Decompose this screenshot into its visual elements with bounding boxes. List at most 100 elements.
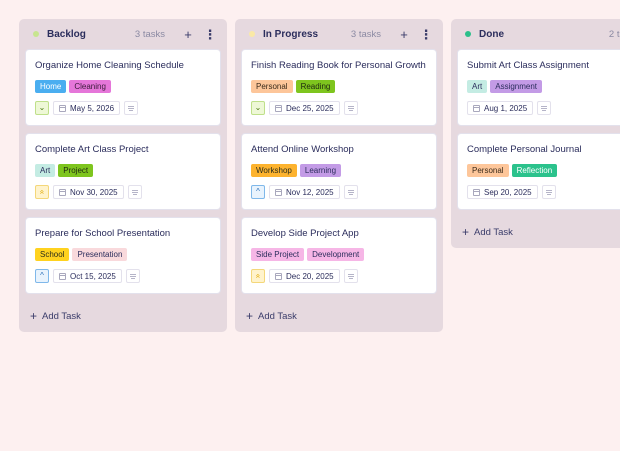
add-task-button[interactable]: + Add Task (241, 301, 437, 324)
calendar-icon (275, 188, 282, 196)
task-card[interactable]: Prepare for School Presentation School P… (25, 217, 221, 294)
tag: Workshop (251, 164, 297, 177)
priority-high-double-chevron-up-icon[interactable]: » (35, 185, 49, 199)
plus-icon: + (30, 309, 38, 323)
calendar-icon (59, 272, 66, 280)
notes-icon[interactable] (343, 269, 358, 283)
due-date-text: Dec 20, 2025 (286, 271, 334, 281)
plus-icon[interactable]: + (400, 26, 408, 42)
calendar-icon (473, 104, 480, 112)
priority-medium-chevron-up-icon[interactable]: ^ (35, 269, 49, 283)
column-in-progress: In Progress 3 tasks + ⋮ Finish Reading B… (235, 19, 443, 332)
notes-icon[interactable] (125, 269, 140, 283)
due-date-text: May 5, 2026 (70, 103, 115, 113)
task-meta: ⌄ May 5, 2026 (35, 101, 211, 115)
status-dot-icon (249, 31, 255, 37)
tag: Personal (467, 164, 509, 177)
calendar-icon (275, 104, 282, 112)
task-title: Complete Personal Journal (467, 144, 582, 155)
due-date[interactable]: Dec 25, 2025 (269, 101, 340, 115)
due-date[interactable]: Sep 20, 2025 (467, 185, 538, 199)
task-title: Develop Side Project App (251, 228, 359, 239)
due-date-text: Nov 12, 2025 (286, 187, 334, 197)
tag: Side Project (251, 248, 305, 261)
column-done: Done 2 tasks Submit Art Class Assignment… (451, 19, 620, 248)
column-backlog: Backlog 3 tasks + ⋮ Organize Home Cleani… (19, 19, 227, 332)
task-title: Finish Reading Book for Personal Growth (251, 60, 426, 71)
column-title: Backlog (47, 28, 86, 40)
due-date[interactable]: Oct 15, 2025 (53, 269, 122, 283)
calendar-icon (473, 188, 480, 196)
task-card[interactable]: Complete Art Class Project Art Project »… (25, 133, 221, 210)
tag: Home (35, 80, 67, 93)
status-dot-icon (465, 31, 471, 37)
tag: Reading (295, 80, 336, 93)
add-task-label: Add Task (474, 226, 513, 238)
task-meta: ^ Oct 15, 2025 (35, 269, 211, 283)
task-title: Prepare for School Presentation (35, 228, 171, 239)
tag-list: Personal Reflection (467, 164, 620, 177)
tag: Personal (251, 80, 293, 93)
task-meta: ⌄ Dec 25, 2025 (251, 101, 427, 115)
task-count: 3 tasks (134, 28, 165, 40)
notes-icon[interactable] (127, 185, 142, 199)
tag-list: Art Assignment (467, 80, 620, 93)
due-date[interactable]: Nov 12, 2025 (269, 185, 340, 199)
add-task-button[interactable]: + Add Task (25, 301, 221, 324)
task-title: Attend Online Workshop (251, 144, 354, 155)
task-title: Submit Art Class Assignment (467, 60, 589, 71)
task-card[interactable]: Develop Side Project App Side Project De… (241, 217, 437, 294)
task-meta: ^ Nov 12, 2025 (251, 185, 427, 199)
due-date-text: Oct 15, 2025 (70, 271, 116, 281)
more-menu-icon[interactable]: ⋮ (203, 26, 217, 42)
task-count: 2 tasks (608, 28, 620, 40)
notes-icon[interactable] (541, 185, 556, 199)
task-card[interactable]: Submit Art Class Assignment Art Assignme… (457, 49, 620, 126)
notes-icon[interactable] (537, 101, 552, 115)
due-date[interactable]: Nov 30, 2025 (53, 185, 124, 199)
notes-icon[interactable] (343, 101, 358, 115)
task-title: Complete Art Class Project (35, 144, 149, 155)
plus-icon: + (462, 225, 470, 239)
notes-icon[interactable] (124, 101, 139, 115)
due-date[interactable]: May 5, 2026 (53, 101, 121, 115)
tag: School (35, 248, 70, 261)
priority-high-double-chevron-up-icon[interactable]: » (251, 269, 265, 283)
task-meta: Aug 1, 2025 (467, 101, 620, 115)
task-count: 3 tasks (350, 28, 381, 40)
task-meta: » Dec 20, 2025 (251, 269, 427, 283)
task-card[interactable]: Finish Reading Book for Personal Growth … (241, 49, 437, 126)
tag-list: Art Project (35, 164, 211, 177)
due-date-text: Nov 30, 2025 (70, 187, 118, 197)
tag: Assignment (490, 80, 543, 93)
plus-icon[interactable]: + (184, 26, 192, 42)
plus-icon: + (246, 309, 254, 323)
tag: Reflection (511, 164, 558, 177)
kanban-board: Backlog 3 tasks + ⋮ Organize Home Cleani… (19, 19, 620, 332)
notes-icon[interactable] (343, 185, 358, 199)
column-header: In Progress 3 tasks + ⋮ (241, 19, 437, 49)
tag-list: Side Project Development (251, 248, 427, 261)
more-menu-icon[interactable]: ⋮ (419, 26, 433, 42)
priority-low-chevron-down-icon[interactable]: ⌄ (251, 101, 265, 115)
tag: Presentation (72, 248, 128, 261)
calendar-icon (59, 188, 66, 196)
due-date[interactable]: Aug 1, 2025 (467, 101, 534, 115)
task-card[interactable]: Attend Online Workshop Workshop Learning… (241, 133, 437, 210)
priority-low-chevron-down-icon[interactable]: ⌄ (35, 101, 49, 115)
task-card[interactable]: Complete Personal Journal Personal Refle… (457, 133, 620, 210)
due-date[interactable]: Dec 20, 2025 (269, 269, 340, 283)
tag: Development (307, 248, 365, 261)
status-dot-icon (33, 31, 39, 37)
column-header: Done 2 tasks (457, 19, 620, 49)
due-date-text: Sep 20, 2025 (484, 187, 532, 197)
tag: Project (58, 164, 94, 177)
task-card[interactable]: Organize Home Cleaning Schedule Home Cle… (25, 49, 221, 126)
task-meta: » Nov 30, 2025 (35, 185, 211, 199)
task-title: Organize Home Cleaning Schedule (35, 60, 184, 71)
add-task-label: Add Task (42, 310, 81, 322)
tag-list: Home Cleaning (35, 80, 211, 93)
tag-list: School Presentation (35, 248, 211, 261)
priority-medium-chevron-up-icon[interactable]: ^ (251, 185, 265, 199)
add-task-button[interactable]: + Add Task (457, 217, 620, 240)
